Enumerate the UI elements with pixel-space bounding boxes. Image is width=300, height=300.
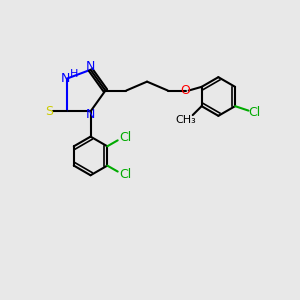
Text: S: S — [45, 105, 53, 118]
Text: Cl: Cl — [119, 168, 131, 181]
Text: Cl: Cl — [119, 131, 131, 144]
Text: N: N — [86, 108, 95, 121]
Text: N: N — [86, 60, 95, 73]
Text: CH₃: CH₃ — [175, 115, 196, 124]
Text: H: H — [70, 69, 78, 79]
Text: Cl: Cl — [248, 106, 260, 118]
Text: N: N — [61, 72, 70, 85]
Text: O: O — [181, 84, 190, 97]
